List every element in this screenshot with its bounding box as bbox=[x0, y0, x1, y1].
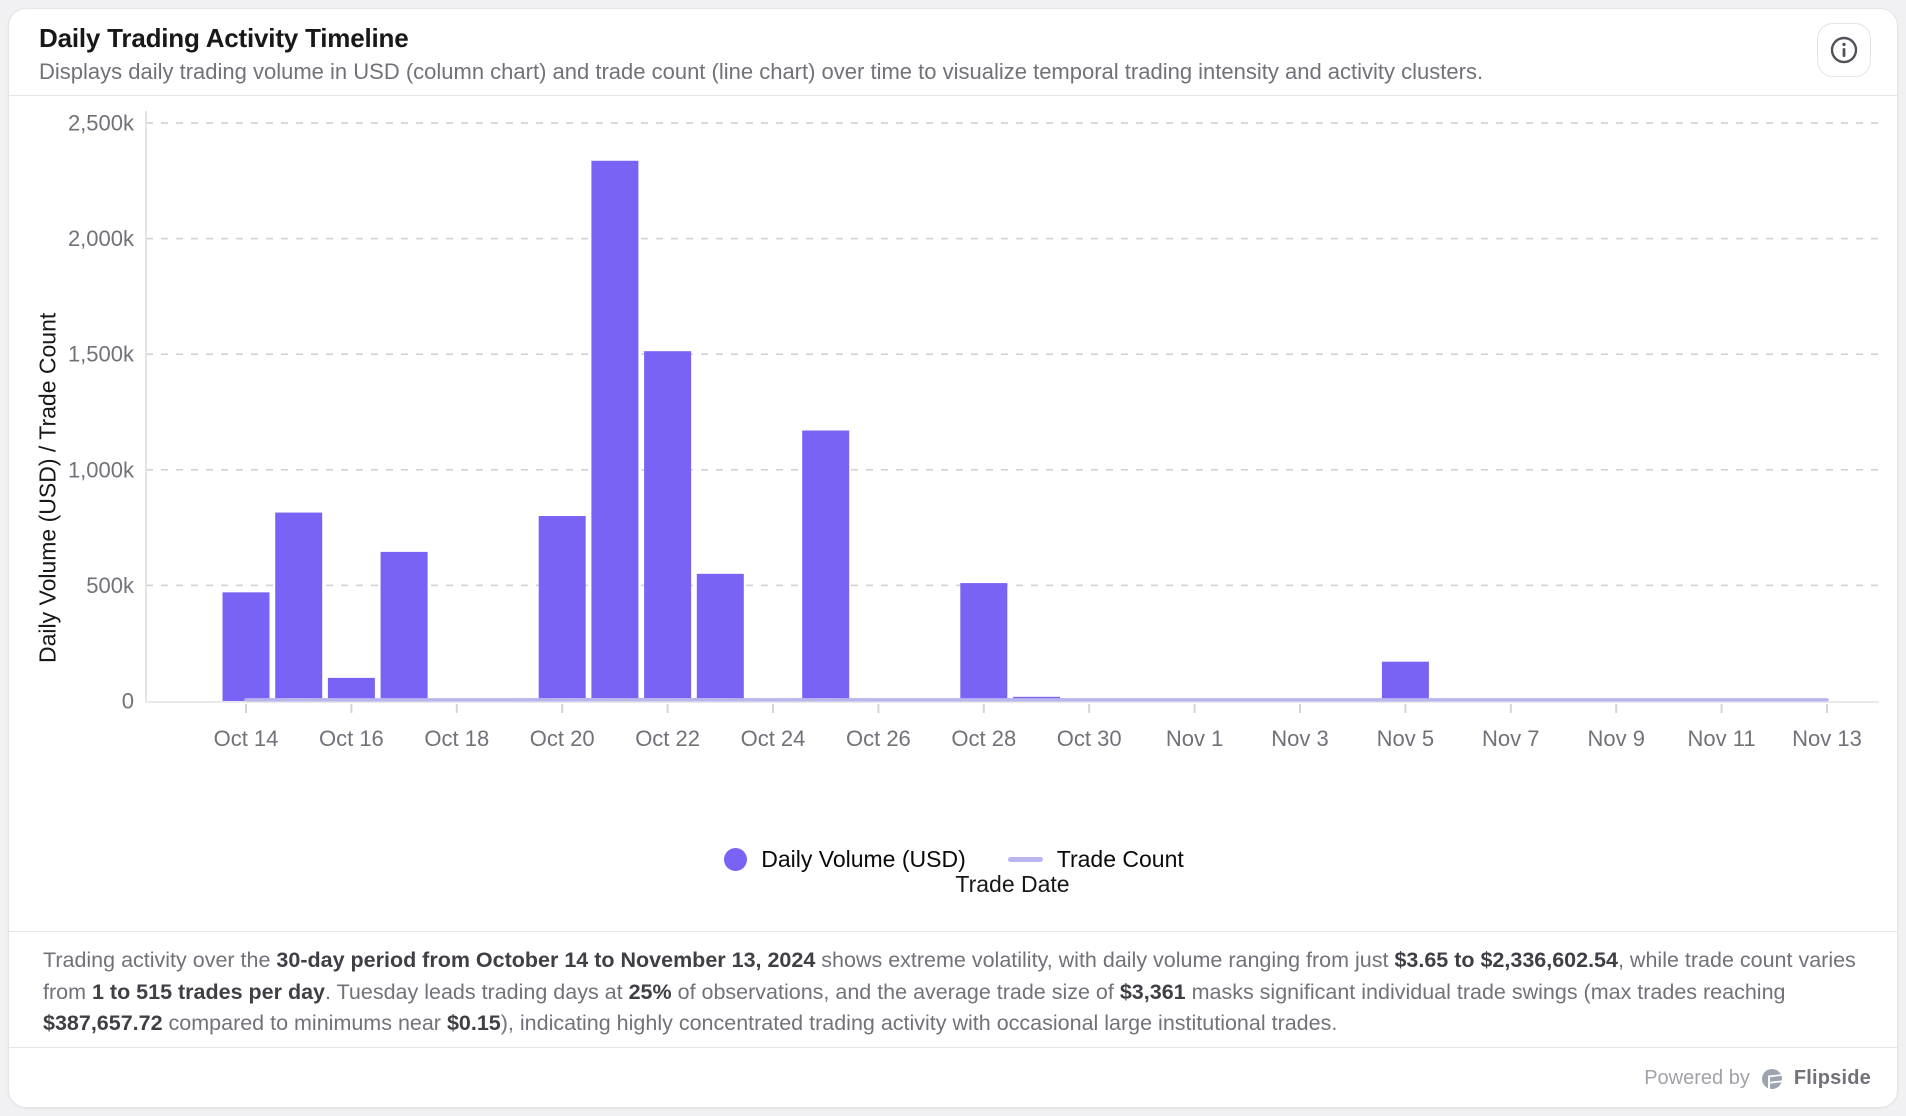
volume-dot-icon bbox=[724, 847, 748, 871]
volume-bar bbox=[222, 592, 270, 701]
volume-bar bbox=[538, 516, 586, 701]
volume-bar bbox=[644, 351, 692, 701]
x-tick-label: Oct 16 bbox=[319, 726, 384, 751]
timeline-chart[interactable]: 0 500k 1,000k 1,500k 2,000k 2,500k Oct 14 Oct 1… bbox=[9, 96, 1898, 839]
volume-bar bbox=[1381, 661, 1429, 701]
x-tick-label: Nov 13 bbox=[1792, 726, 1862, 751]
y-tick-label: 1,000k bbox=[68, 457, 135, 482]
legend-item-count[interactable]: Trade Count bbox=[1007, 845, 1184, 873]
count-line-icon bbox=[1007, 856, 1043, 862]
volume-bar bbox=[327, 677, 375, 701]
page-title: Daily Trading Activity Timeline bbox=[39, 23, 409, 53]
summary-section: Trading activity over the 30-day period … bbox=[9, 931, 1897, 1055]
volume-bar bbox=[591, 160, 639, 702]
y-tick-label: 500k bbox=[86, 573, 135, 598]
y-tick-label: 0 bbox=[122, 689, 134, 714]
x-tick-label: Nov 1 bbox=[1166, 726, 1223, 751]
volume-bar bbox=[380, 551, 428, 701]
x-tick-label: Oct 30 bbox=[1057, 726, 1122, 751]
legend-volume-label: Daily Volume (USD) bbox=[761, 845, 966, 872]
x-tick-label: Nov 7 bbox=[1482, 726, 1539, 751]
x-tick-label: Oct 14 bbox=[214, 726, 279, 751]
card-footer: Powered by Flipside bbox=[9, 1047, 1897, 1107]
powered-by-label: Powered by bbox=[1644, 1067, 1750, 1089]
x-tick-label: Nov 9 bbox=[1587, 726, 1644, 751]
info-button[interactable] bbox=[1817, 23, 1871, 77]
card-header: Daily Trading Activity Timeline Displays… bbox=[9, 9, 1897, 96]
flipside-logo-icon bbox=[1761, 1068, 1782, 1089]
x-tick-label: Nov 3 bbox=[1271, 726, 1328, 751]
x-tick-label: Oct 22 bbox=[635, 726, 700, 751]
chart-card: Daily Trading Activity Timeline Displays… bbox=[8, 8, 1898, 1108]
chart-legend: Daily Volume (USD) Trade Count bbox=[9, 837, 1897, 881]
x-tick-label: Oct 24 bbox=[741, 726, 806, 751]
x-tick-label: Oct 18 bbox=[424, 726, 489, 751]
volume-bar bbox=[960, 583, 1008, 701]
chart-section: 0 500k 1,000k 1,500k 2,000k 2,500k Oct 14 Oct 1… bbox=[9, 96, 1898, 897]
volume-bar bbox=[275, 512, 323, 701]
page-subtitle: Displays daily trading volume in USD (co… bbox=[39, 59, 1484, 84]
x-axis-title: Trade Date bbox=[955, 871, 1070, 897]
x-tick-label: Oct 28 bbox=[951, 726, 1016, 751]
volume-bar bbox=[802, 430, 850, 701]
x-tick-label: Oct 26 bbox=[846, 726, 911, 751]
volume-bar bbox=[696, 573, 744, 701]
y-axis-title: Daily Volume (USD) / Trade Count bbox=[34, 312, 61, 664]
y-tick-label: 2,000k bbox=[68, 226, 135, 251]
y-tick-label: 1,500k bbox=[68, 342, 135, 367]
x-tick-label: Nov 11 bbox=[1688, 726, 1756, 751]
legend-item-volume[interactable]: Daily Volume (USD) bbox=[724, 846, 966, 873]
info-icon bbox=[1830, 36, 1858, 64]
summary-text: Trading activity over the 30-day period … bbox=[43, 948, 1856, 1035]
flipside-brand-label: Flipside bbox=[1793, 1067, 1871, 1089]
y-tick-label: 2,500k bbox=[68, 111, 135, 136]
x-tick-label: Oct 20 bbox=[530, 726, 595, 751]
legend-count-label: Trade Count bbox=[1056, 845, 1184, 872]
x-tick-label: Nov 5 bbox=[1377, 726, 1434, 751]
